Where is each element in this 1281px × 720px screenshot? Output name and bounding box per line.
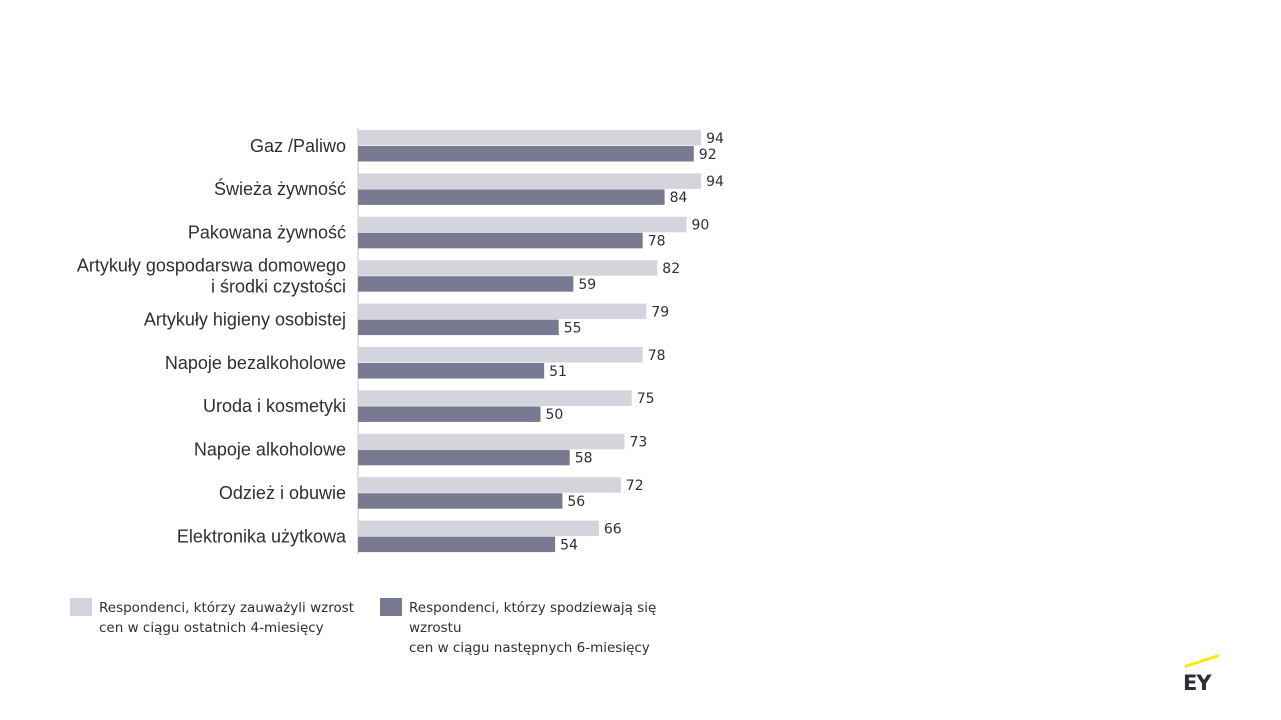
bar-expected (358, 189, 665, 205)
legend-label-line: cen w ciągu ostatnich 4-miesięcy (99, 620, 324, 636)
bar-observed (358, 520, 599, 537)
ey-logo-text: EY (1183, 671, 1212, 695)
data-label: 78 (648, 348, 666, 364)
data-label: 84 (670, 190, 688, 206)
bar-expected (358, 363, 545, 379)
bar-observed (358, 433, 625, 450)
data-label: 94 (706, 131, 724, 147)
category-label: Artykuły higieny osobistej (144, 309, 346, 329)
data-label: 58 (575, 451, 593, 467)
legend-label-line: cen w ciągu następnych 6-miesięcy (409, 640, 650, 656)
legend-label-line: Respondenci, którzy zauważyli wzrost (99, 600, 355, 616)
legend-label-expected: Respondenci, którzy spodziewają się wzro… (409, 598, 699, 658)
data-label: 72 (626, 478, 644, 494)
category-label: Świeża żywność (214, 178, 346, 199)
bar-observed (358, 216, 687, 233)
legend-item-observed: Respondenci, którzy zauważyli wzrost cen… (70, 598, 389, 638)
bar-observed (358, 347, 643, 363)
data-label: 55 (564, 320, 582, 336)
data-label: 79 (651, 304, 669, 320)
bar-expected (358, 449, 570, 466)
bar-observed (358, 130, 702, 146)
category-label: Uroda i kosmetyki (203, 396, 346, 416)
bar-observed (358, 303, 647, 320)
legend-label-observed: Respondenci, którzy zauważyli wzrost cen… (99, 598, 389, 638)
bar-expected (358, 276, 574, 292)
ey-logo: EY (1183, 653, 1219, 695)
data-label: 51 (549, 364, 567, 380)
bar-expected (358, 493, 563, 509)
bar-observed (358, 260, 658, 276)
bar-expected (358, 232, 643, 249)
data-label: 75 (637, 391, 655, 407)
category-label: i środki czystości (211, 276, 346, 296)
data-label: 59 (578, 277, 596, 293)
legend-item-expected: Respondenci, którzy spodziewają się wzro… (380, 598, 699, 658)
category-label: Napoje bezalkoholowe (165, 353, 346, 373)
data-label: 56 (567, 494, 585, 510)
legend-label-line: Respondenci, którzy spodziewają się wzro… (409, 600, 657, 636)
bar-observed (358, 390, 632, 406)
data-label: 82 (662, 261, 680, 277)
data-label: 90 (692, 218, 710, 234)
data-label: 66 (604, 521, 622, 537)
category-label: Napoje alkoholowe (194, 440, 346, 460)
bar-expected (358, 146, 694, 162)
bar-expected (358, 406, 541, 422)
category-label: Pakowana żywność (188, 223, 346, 243)
data-label: 50 (546, 407, 564, 423)
ey-logo-slash (1185, 653, 1219, 668)
category-label: Elektronika użytkowa (177, 526, 347, 546)
category-label: Gaz /Paliwo (250, 136, 346, 156)
legend-swatch-expected (380, 598, 402, 616)
data-label: 73 (629, 435, 647, 451)
bar-expected (358, 319, 559, 336)
bar-observed (358, 477, 621, 493)
data-label: 54 (560, 537, 578, 553)
category-label: Artykuły gospodarswa domowego (77, 255, 346, 275)
data-label: 78 (648, 234, 666, 250)
bar-expected (358, 536, 556, 553)
legend-swatch-observed (70, 598, 92, 616)
data-label: 92 (699, 147, 717, 163)
category-label: Odzież i obuwie (219, 483, 346, 503)
bar-observed (358, 173, 702, 189)
data-label: 94 (706, 174, 724, 190)
